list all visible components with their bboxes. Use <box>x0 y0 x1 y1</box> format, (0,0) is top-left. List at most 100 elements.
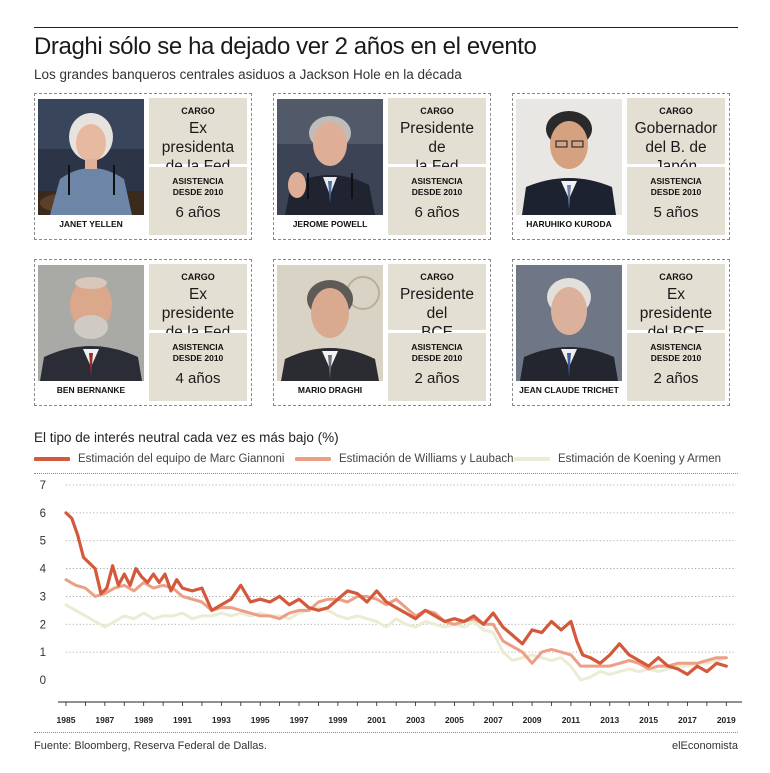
asistencia-value: 6 años <box>175 204 221 221</box>
asistencia-label: ASISTENCIA DESDE 2010 <box>149 342 247 364</box>
grid-layer <box>66 484 736 653</box>
legend-label-giannoni: Estimación del equipo de Marc Giannoni <box>78 453 285 465</box>
y-tick-label: 2 <box>40 619 46 631</box>
legend-item-williams: Estimación de Williams y Laubach <box>295 453 514 469</box>
banker-card-trichet: JEAN CLAUDE TRICHET CARGO Ex presidented… <box>512 259 730 406</box>
banker-card-yellen: JANET YELLEN CARGO Ex presidentade la Fe… <box>34 93 252 240</box>
banker-name: MARIO DRAGHI <box>297 385 363 395</box>
cargo-box: CARGO Presidente dela Fed <box>388 98 486 175</box>
axis-layer: 0 1 2 3 4 5 6 7 1985 1987 1989 1991 1993 1995 1997 1999… <box>40 480 742 725</box>
asistencia-label: ASISTENCIA DESDE 2010 <box>149 176 247 198</box>
asistencia-value: 2 años <box>653 370 699 387</box>
cargo-label: CARGO <box>659 106 693 116</box>
banker-name: BEN BERNANKE <box>56 385 126 395</box>
footer-divider <box>34 732 738 733</box>
x-tick-label: 2017 <box>678 715 697 725</box>
legend-item-giannoni: Estimación del equipo de Marc Giannoni <box>34 453 284 469</box>
x-tick-label: 1987 <box>95 715 114 725</box>
series-line-giannoni <box>64 511 728 676</box>
cargo-box: CARGO Presidente delBCE <box>388 264 486 341</box>
legend-swatch-giannoni <box>34 456 70 461</box>
cargo-box: CARGO Ex presidentade la Fed <box>149 98 247 175</box>
x-tick-label: 1991 <box>173 715 192 725</box>
asistencia-value: 2 años <box>414 370 460 387</box>
x-tick-label: 2005 <box>445 715 464 725</box>
banker-card-bernanke: BEN BERNANKE CARGO Ex presidentede la Fe… <box>34 259 252 406</box>
cargo-line-1: Presidente del <box>399 286 475 322</box>
asistencia-label-line-1: ASISTENCIA <box>411 176 463 186</box>
cargo-label: CARGO <box>181 272 215 282</box>
cargo-line-1: Ex presidenta <box>161 120 235 156</box>
x-tick-label: 1997 <box>290 715 309 725</box>
source-note: Fuente: Bloomberg, Reserva Federal de Da… <box>34 740 267 752</box>
asistencia-label-line-1: ASISTENCIA <box>172 342 224 352</box>
y-tick-label: 5 <box>40 536 46 548</box>
asistencia-label-line-2: DESDE 2010 <box>172 187 224 197</box>
cargo-line-1: Gobernador <box>634 120 718 137</box>
banker-photo <box>38 99 144 215</box>
x-tick-label: 2013 <box>600 715 619 725</box>
asistencia-label-line-1: ASISTENCIA <box>650 176 702 186</box>
x-tick-label: 1993 <box>212 715 231 725</box>
series-line-williams <box>64 578 728 671</box>
asistencia-label: ASISTENCIA DESDE 2010 <box>627 176 725 198</box>
asistencia-label-line-1: ASISTENCIA <box>411 342 463 352</box>
banker-photo <box>38 265 144 381</box>
cargo-box: CARGO Ex presidentedel BCE <box>627 264 725 341</box>
x-tick-label: 2019 <box>717 715 736 725</box>
x-tick-label: 2001 <box>367 715 386 725</box>
banker-name: JEAN CLAUDE TRICHET <box>519 385 619 395</box>
asistencia-box: ASISTENCIA DESDE 2010 4 años <box>149 333 247 401</box>
x-tick-label: 2011 <box>562 715 581 725</box>
asistencia-label-line-2: DESDE 2010 <box>650 353 702 363</box>
y-tick-label: 7 <box>40 480 46 492</box>
cargo-label: CARGO <box>420 106 454 116</box>
legend-divider <box>34 473 738 474</box>
banker-photo <box>516 99 622 215</box>
y-tick-label: 1 <box>40 647 46 659</box>
top-rule <box>34 27 738 28</box>
asistencia-label: ASISTENCIA DESDE 2010 <box>388 176 486 198</box>
chart-title: El tipo de interés neutral cada vez es m… <box>34 430 339 445</box>
page-title: Draghi sólo se ha dejado ver 2 años en e… <box>34 33 537 60</box>
banker-photo <box>516 265 622 381</box>
y-tick-label: 3 <box>40 591 46 603</box>
asistencia-box: ASISTENCIA DESDE 2010 2 años <box>627 333 725 401</box>
asistencia-box: ASISTENCIA DESDE 2010 2 años <box>388 333 486 401</box>
legend-label-williams: Estimación de Williams y Laubach <box>339 453 514 465</box>
asistencia-box: ASISTENCIA DESDE 2010 6 años <box>388 167 486 235</box>
asistencia-label: ASISTENCIA DESDE 2010 <box>388 342 486 364</box>
legend-label-koening: Estimación de Koening y Armen <box>558 453 722 465</box>
cargo-label: CARGO <box>659 272 693 282</box>
legend-item-koening: Estimación de Koening y Armen <box>514 453 721 469</box>
x-tick-label: 1989 <box>134 715 153 725</box>
y-tick-label: 6 <box>40 508 46 520</box>
x-tick-label: 2015 <box>639 715 658 725</box>
page-subtitle: Los grandes banqueros centrales asiduos … <box>34 67 462 82</box>
cargo-box: CARGO Ex presidentede la Fed <box>149 264 247 341</box>
cargo-line-1: Ex presidente <box>161 286 235 322</box>
line-chart: 0 1 2 3 4 5 6 7 1985 1987 1989 1991 1993 1995 1997 1999… <box>40 480 742 725</box>
x-tick-label: 2009 <box>523 715 542 725</box>
cargo-label: CARGO <box>420 272 454 282</box>
asistencia-label-line-2: DESDE 2010 <box>411 187 463 197</box>
banker-name: JANET YELLEN <box>59 219 123 229</box>
banker-card-kuroda: HARUHIKO KURODA CARGO Gobernador del B. d… <box>512 93 730 240</box>
x-tick-label: 1999 <box>328 715 347 725</box>
cargo-line-1: Ex presidente <box>639 286 713 322</box>
cargo-line-1: Presidente de <box>399 120 475 156</box>
banker-photo <box>277 99 383 215</box>
asistencia-label-line-2: DESDE 2010 <box>172 353 224 363</box>
series-layer <box>64 511 728 682</box>
legend-swatch-williams <box>295 456 331 461</box>
banker-name: JEROME POWELL <box>292 219 368 229</box>
asistencia-label-line-2: DESDE 2010 <box>650 187 702 197</box>
asistencia-value: 4 años <box>175 370 221 387</box>
y-tick-label: 4 <box>40 564 47 576</box>
banker-card-powell: JEROME POWELL CARGO Presidente dela Fed … <box>273 93 491 240</box>
x-tick-label: 2007 <box>484 715 503 725</box>
asistencia-label-line-2: DESDE 2010 <box>411 353 463 363</box>
y-tick-label: 0 <box>40 675 46 687</box>
